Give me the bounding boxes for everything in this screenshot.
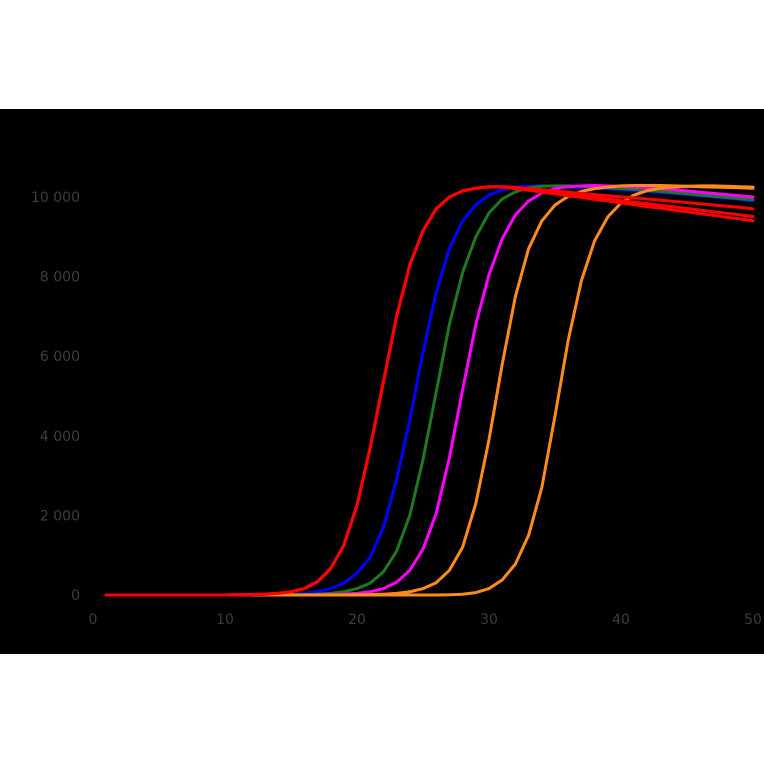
y-tick-label: 6 000 bbox=[40, 349, 80, 365]
x-tick-label: 50 bbox=[744, 612, 762, 628]
y-tick-label: 10 000 bbox=[31, 190, 80, 206]
x-tick-label: 40 bbox=[612, 612, 630, 628]
x-tick-label: 20 bbox=[348, 612, 366, 628]
x-axis: 0 10 20 30 40 50 bbox=[89, 612, 762, 628]
y-tick-label: 2 000 bbox=[40, 508, 80, 524]
x-tick-label: 10 bbox=[216, 612, 234, 628]
y-tick-label: 4 000 bbox=[40, 429, 80, 445]
x-tick-label: 0 bbox=[89, 612, 98, 628]
y-axis: 0 2 000 4 000 6 000 8 000 10 000 bbox=[31, 190, 80, 604]
x-tick-label: 30 bbox=[480, 612, 498, 628]
y-tick-label: 8 000 bbox=[40, 270, 80, 286]
series-group bbox=[104, 184, 755, 597]
series-line bbox=[104, 184, 755, 597]
y-tick-label: 0 bbox=[71, 588, 80, 604]
series-line bbox=[104, 185, 755, 597]
